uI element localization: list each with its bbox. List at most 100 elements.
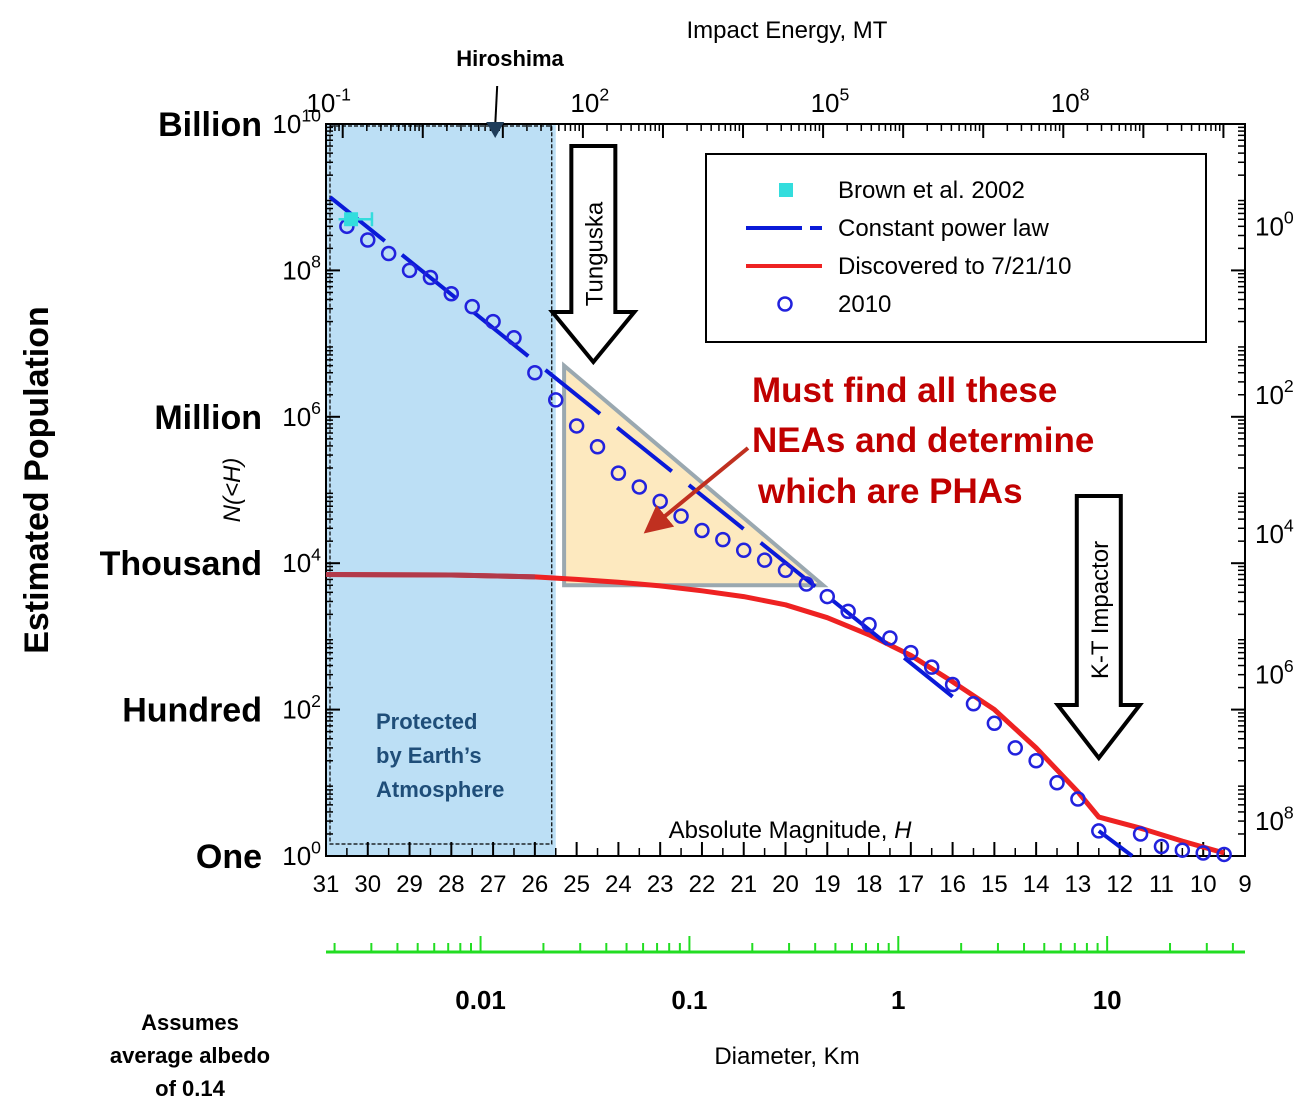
callout-line-3: which are PHAs: [757, 472, 1023, 511]
data-point-2010: [861, 616, 877, 633]
protected-atmosphere-text: Protected by Earth’s Atmosphere: [376, 709, 504, 802]
x-tick-label: 22: [689, 871, 716, 898]
legend-label-power-law: Constant power law: [838, 215, 1049, 242]
x-tick-label: 19: [814, 871, 841, 898]
data-point-2010: [568, 418, 585, 434]
data-point-2010: [735, 542, 752, 559]
x-tick-label: 17: [897, 871, 924, 898]
legend-label-brown: Brown et al. 2002: [838, 177, 1025, 204]
data-point-2010: [443, 285, 460, 302]
x-tick-label: 11: [1149, 871, 1174, 898]
x-tick-label: 15: [981, 871, 1008, 898]
right-tick-label: 102: [1255, 376, 1294, 410]
right-tick-label: 106: [1255, 656, 1294, 690]
data-point-2010: [506, 330, 522, 346]
x-tick-label: 12: [1106, 871, 1133, 898]
series-discovered-line-shaded: [325, 572, 535, 580]
data-point-2010: [360, 232, 376, 248]
diameter-tick-label: 0.01: [455, 985, 506, 1015]
data-point-2010: [756, 552, 773, 568]
top-tick-label: 108: [1051, 84, 1090, 118]
albedo-line-2: average albedo: [110, 1043, 270, 1068]
x-tick-label: 30: [354, 871, 381, 898]
x-tick-label: 21: [730, 871, 757, 898]
hiroshima-pointer-head: [486, 122, 505, 138]
x-tick-label: 13: [1065, 871, 1092, 898]
protected-line-3: Atmosphere: [376, 777, 504, 802]
series-discovered-line: [325, 572, 1225, 856]
data-point-2010: [527, 364, 543, 381]
x-tick-label: 27: [480, 871, 507, 898]
data-point-2010: [923, 659, 940, 675]
x-tick-label: 29: [396, 871, 423, 898]
series-layer: [325, 195, 1232, 863]
diameter-tick-label: 10: [1093, 985, 1122, 1015]
x-tick-label: 9: [1238, 871, 1251, 898]
callout-arrow: [643, 446, 750, 534]
y-word-label: Billion: [158, 106, 262, 144]
albedo-line-3: of 0.14: [155, 1076, 225, 1101]
protected-line-2: by Earth’s: [376, 743, 482, 768]
x-tick-label: 25: [563, 871, 590, 898]
y-tick-label: 106: [282, 398, 321, 432]
data-point-2010: [882, 630, 898, 646]
diameter-tick-label: 0.1: [671, 985, 707, 1015]
data-point-2010: [673, 508, 689, 524]
x-tick-label: 23: [647, 871, 674, 898]
brown-marker: [344, 212, 359, 227]
y-word-label: Hundred: [122, 692, 262, 730]
data-point-2010: [1216, 846, 1232, 863]
x-tick-label: 14: [1023, 871, 1050, 898]
kt-arrow-shape: [1053, 494, 1144, 762]
y-tick-label: 108: [282, 252, 321, 286]
data-point-2010: [1028, 753, 1044, 769]
data-point-2010: [1070, 791, 1086, 807]
callout-line-2: NEAs and determine: [752, 421, 1094, 460]
protected-region-outline: [329, 125, 553, 845]
x-tick-label: 24: [605, 871, 632, 898]
top-tick-label: 10-1: [306, 84, 351, 118]
x-tick-label: 26: [522, 871, 549, 898]
hiroshima-label: Hiroshima: [456, 46, 564, 71]
diameter-tick-label: 1: [891, 985, 905, 1015]
data-point-2010: [401, 262, 418, 279]
axes-layer: 1001021041061081010OneHundredThousandMil…: [100, 84, 1294, 1015]
kt-impactor-label: K-T Impactor: [1087, 541, 1114, 679]
data-point-2010: [631, 479, 648, 495]
diameter-axis-label: Diameter, Km: [714, 1043, 859, 1070]
top-tick-label: 105: [811, 84, 850, 118]
y-tick-label: 102: [282, 691, 321, 725]
impact-energy-axis-label: Impact Energy, MT: [687, 17, 888, 44]
kt-impactor-arrow: K-T Impactor: [1053, 494, 1144, 762]
unfound-nea-triangle: [562, 361, 829, 588]
data-point-2010: [986, 715, 1003, 732]
data-point-2010: [485, 313, 501, 330]
data-point-2010: [694, 522, 710, 539]
right-tick-label: 104: [1255, 515, 1294, 549]
data-point-2010: [819, 588, 836, 605]
data-point-2010: [1091, 823, 1107, 839]
right-tick-label: 108: [1255, 802, 1294, 836]
data-point-2010: [1153, 838, 1170, 855]
protected-line-1: Protected: [376, 709, 477, 734]
tunguska-arrow: Tunguska: [548, 144, 639, 366]
albedo-line-1: Assumes: [141, 1010, 239, 1035]
x-tick-label: 20: [772, 871, 799, 898]
data-point-2010: [840, 603, 856, 620]
data-point-2010: [1049, 775, 1065, 791]
x-tick-label: 10: [1190, 871, 1217, 898]
data-point-2010: [422, 269, 439, 286]
x-tick-label: 31: [313, 871, 340, 898]
callout-line-1: Must find all these: [752, 371, 1057, 410]
data-point-2010: [380, 245, 397, 262]
data-point-2010: [903, 644, 919, 661]
y-word-label: Thousand: [100, 545, 262, 583]
x-axis-label: Absolute Magnitude, H: [669, 817, 912, 844]
data-point-2010: [1174, 842, 1191, 858]
albedo-note: Assumes average albedo of 0.14: [110, 1010, 270, 1101]
data-point-2010: [610, 465, 627, 481]
y-tick-label: 1010: [272, 105, 321, 139]
data-point-2010: [798, 576, 815, 592]
y-tick-label: 100: [282, 837, 321, 871]
callout-text: Must find all these NEAs and determine w…: [752, 371, 1094, 511]
